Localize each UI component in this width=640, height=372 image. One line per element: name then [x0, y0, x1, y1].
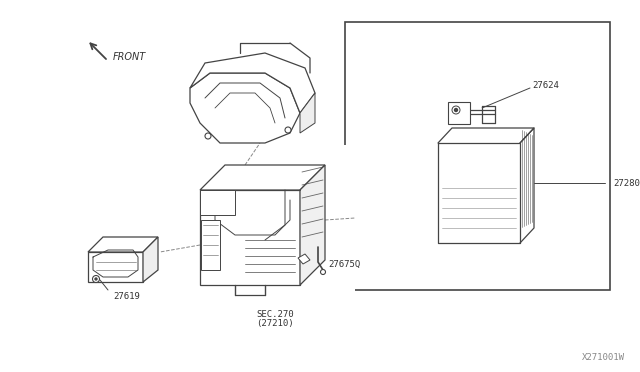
Circle shape — [321, 269, 326, 275]
Circle shape — [205, 133, 211, 139]
Circle shape — [452, 106, 460, 114]
Polygon shape — [438, 143, 520, 243]
Circle shape — [285, 127, 291, 133]
Circle shape — [454, 109, 458, 112]
Polygon shape — [300, 165, 325, 285]
Circle shape — [93, 276, 99, 282]
Polygon shape — [200, 190, 235, 215]
Polygon shape — [450, 106, 468, 120]
Text: (27210): (27210) — [256, 319, 294, 328]
Polygon shape — [300, 93, 315, 133]
Text: X271001W: X271001W — [582, 353, 625, 362]
Polygon shape — [190, 53, 315, 113]
Polygon shape — [201, 220, 220, 270]
Polygon shape — [200, 190, 300, 285]
Polygon shape — [200, 165, 325, 190]
Polygon shape — [73, 227, 173, 297]
Polygon shape — [190, 145, 355, 310]
Polygon shape — [298, 254, 310, 264]
Text: 27280M: 27280M — [613, 179, 640, 187]
Polygon shape — [88, 252, 143, 282]
Text: FRONT: FRONT — [113, 52, 147, 62]
Text: 27675Q: 27675Q — [328, 260, 360, 269]
Text: 27624: 27624 — [532, 81, 559, 90]
Circle shape — [95, 278, 97, 280]
Text: SEC.270: SEC.270 — [256, 310, 294, 319]
Polygon shape — [88, 237, 158, 252]
Polygon shape — [190, 73, 300, 143]
Text: 27619: 27619 — [113, 292, 140, 301]
Polygon shape — [170, 38, 330, 168]
Polygon shape — [448, 102, 470, 124]
Polygon shape — [143, 237, 158, 282]
Bar — [345, 22, 610, 290]
